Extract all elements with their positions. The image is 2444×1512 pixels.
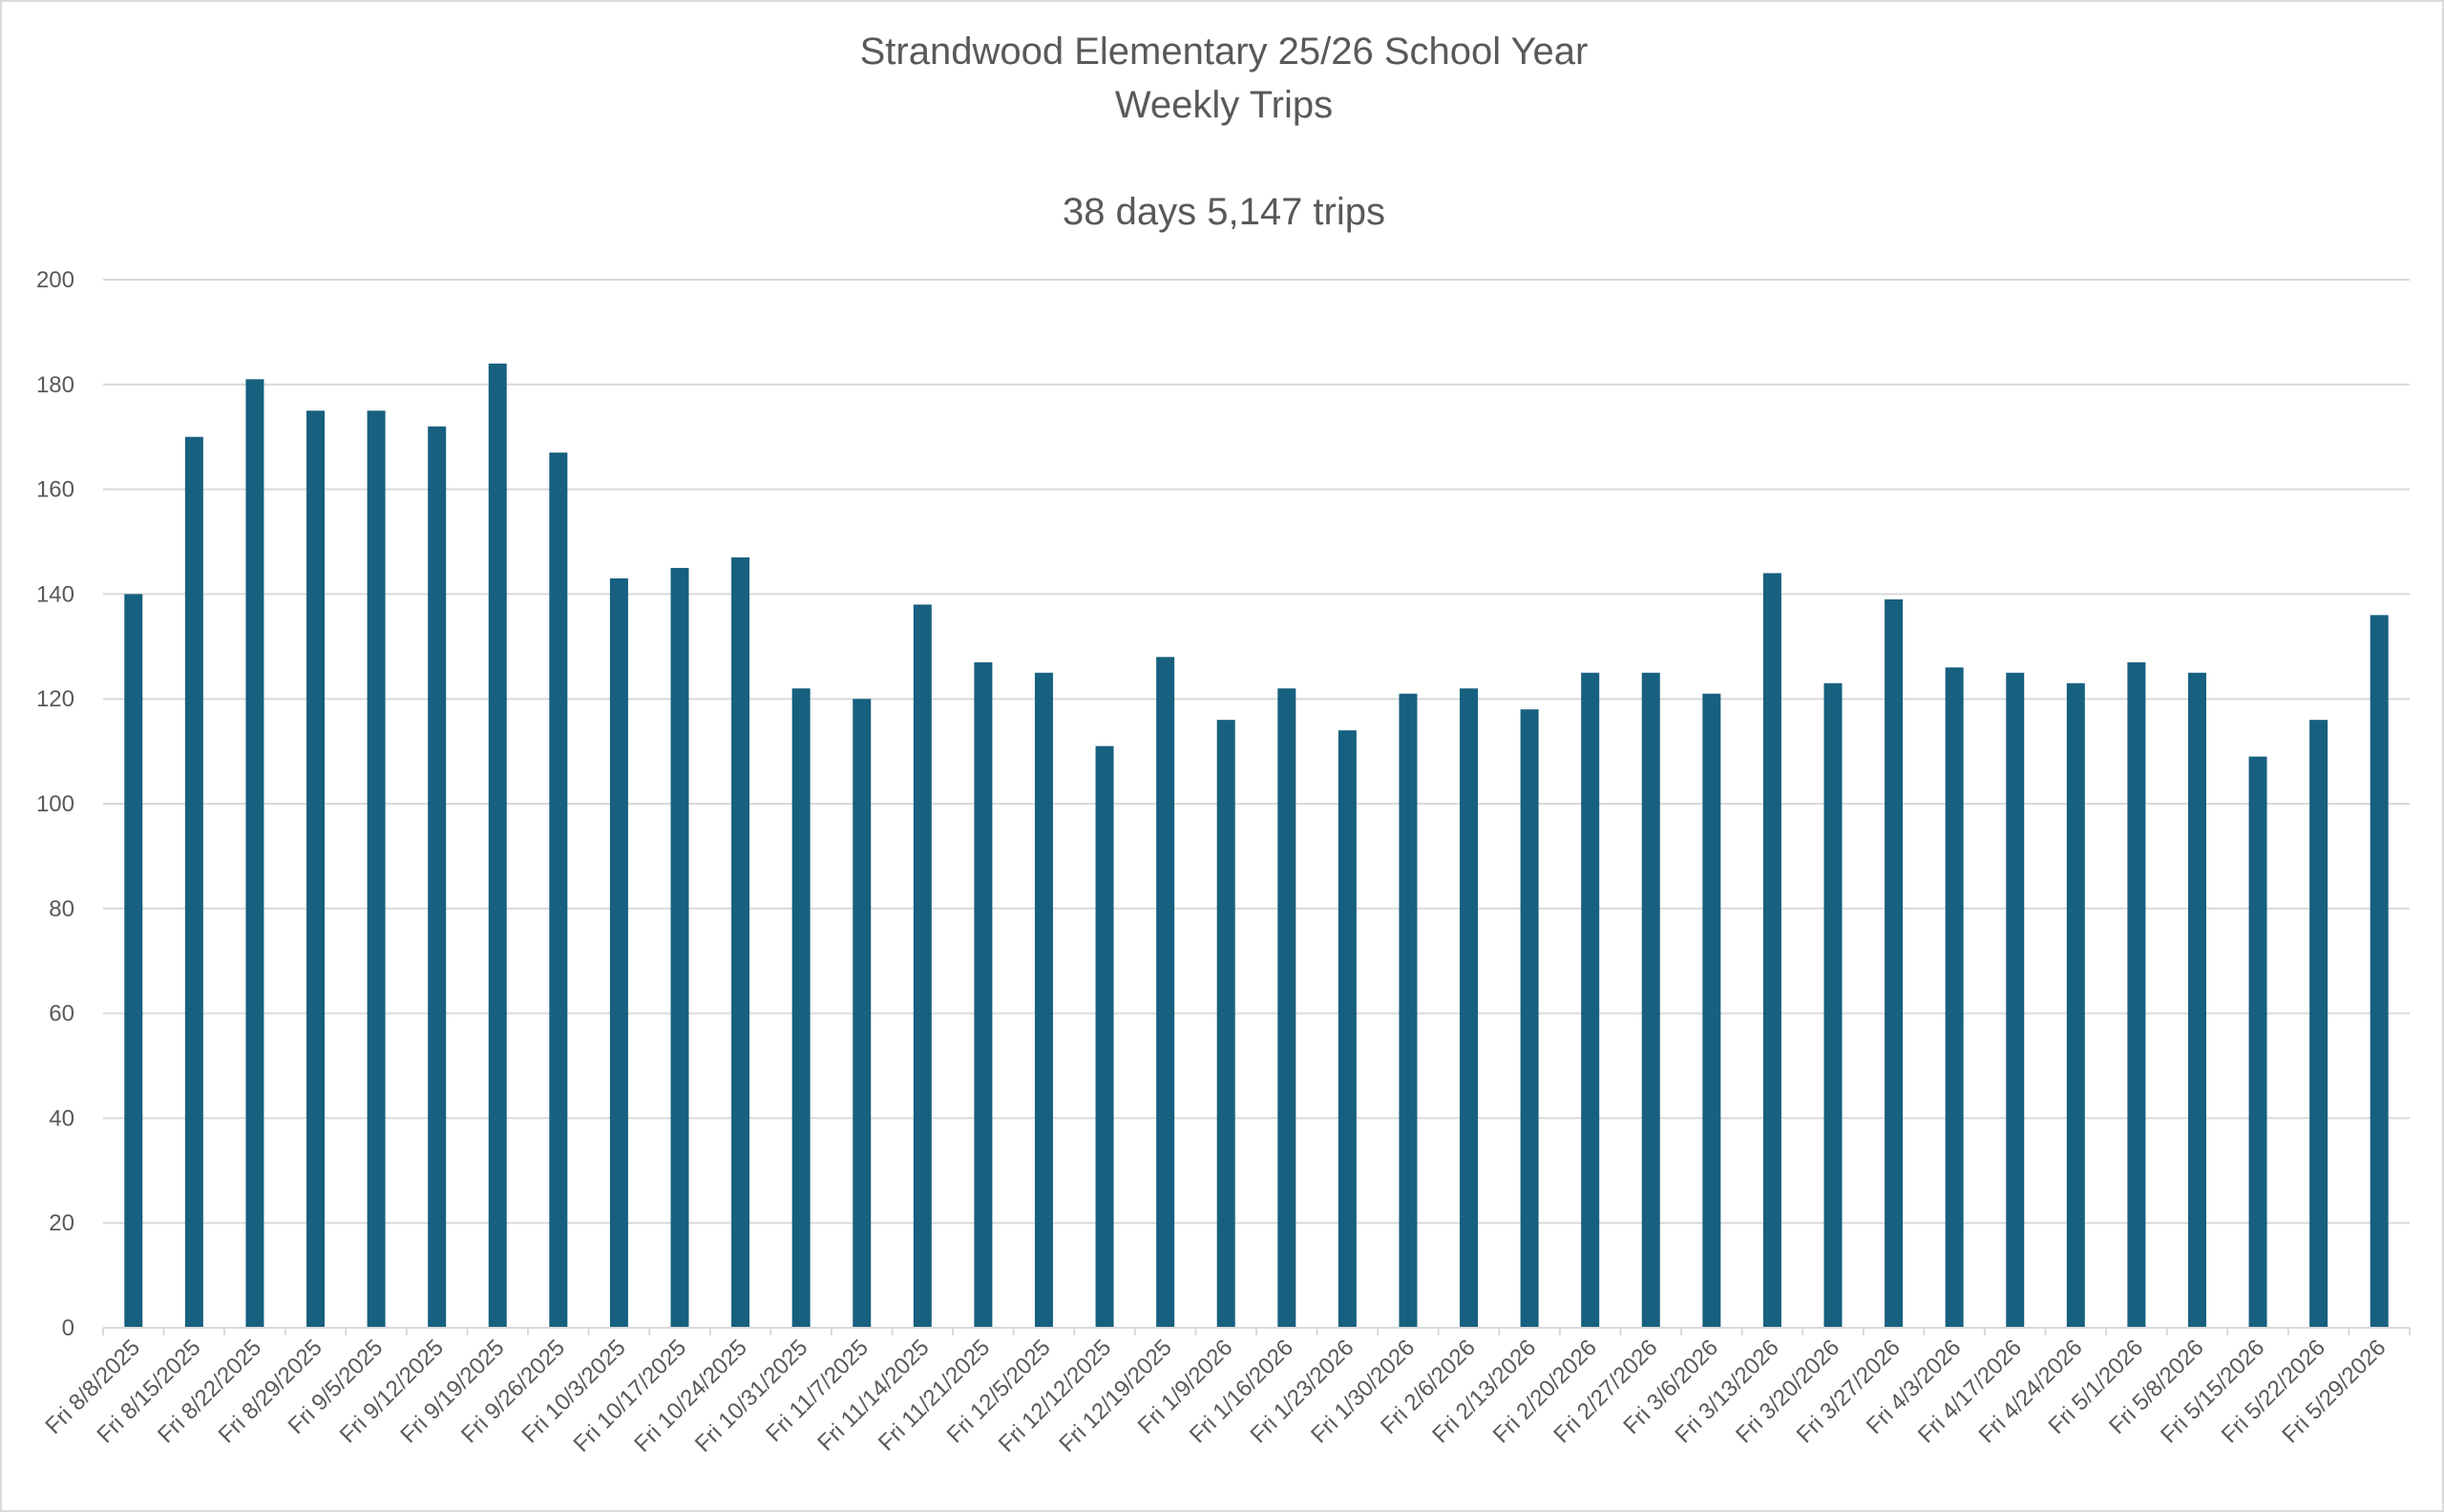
y-tick-label: 0 [62,1315,74,1341]
bar [2187,672,2206,1328]
bar [1034,672,1053,1328]
bar [1338,730,1357,1328]
y-tick-label: 200 [36,267,74,293]
bar [488,363,507,1329]
bar [1156,657,1175,1328]
chart-annotation: 38 days 5,147 trips [1063,191,1385,233]
bar [1945,667,1964,1328]
bar [791,688,811,1328]
bar [670,567,689,1328]
bar [1581,672,1600,1328]
bar [2309,720,2328,1328]
bar [2066,682,2085,1328]
bar [549,452,568,1328]
y-tick-label: 140 [36,581,74,607]
y-axis-tick-labels: 0 20 40 60 80 100 120 140 160 180 200 [36,267,74,1341]
bar [184,436,203,1328]
bar [428,426,447,1329]
y-tick-label: 80 [49,896,74,922]
bar [306,410,326,1328]
bar [2248,756,2267,1328]
bar [974,662,993,1328]
bars [124,363,2389,1329]
bar [913,604,932,1328]
bar [2370,615,2389,1328]
y-tick-label: 180 [36,372,74,398]
y-tick-label: 60 [49,1001,74,1027]
bar [124,594,143,1328]
bar [1885,598,1904,1328]
y-tick-label: 160 [36,477,74,503]
bar [609,578,628,1328]
bar [1823,682,1843,1328]
bar [245,379,264,1328]
bar [731,556,750,1328]
bar [1399,693,1418,1328]
x-axis [102,1327,2411,1335]
bar [1702,693,1721,1328]
y-tick-label: 120 [36,686,74,712]
bar [1095,746,1114,1328]
chart-subtitle: Weekly Trips [1114,84,1334,126]
chart-title: Strandwood Elementary 25/26 School Year [859,31,1589,73]
y-tick-label: 100 [36,791,74,817]
bar [1460,688,1479,1328]
bar [2006,672,2025,1328]
bar [1520,709,1539,1328]
bar [1762,573,1781,1328]
bar [853,699,872,1328]
bar [1641,672,1660,1328]
bar [2127,662,2146,1328]
y-tick-label: 20 [49,1210,74,1236]
bar [1277,688,1296,1328]
y-tick-label: 40 [49,1105,74,1131]
gridlines [103,279,2410,1225]
bar [367,410,386,1328]
bar [1216,720,1235,1328]
